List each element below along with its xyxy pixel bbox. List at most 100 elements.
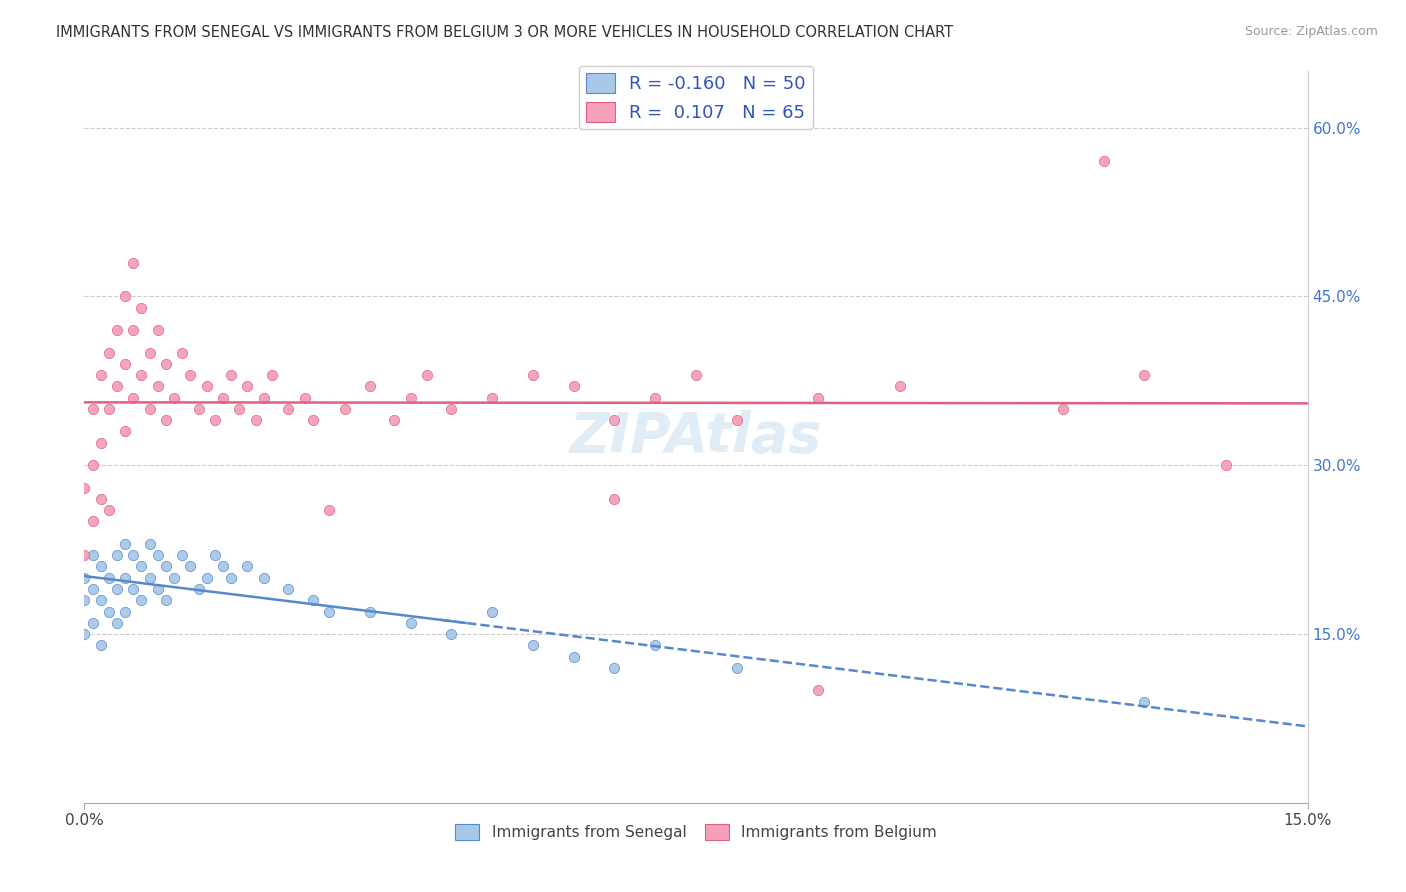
Point <box>172 345 194 359</box>
Point <box>1052 401 1074 416</box>
Point <box>114 289 136 303</box>
Point <box>1133 368 1156 383</box>
Point <box>212 391 235 405</box>
Point <box>807 391 830 405</box>
Point <box>73 571 96 585</box>
Point <box>114 357 136 371</box>
Point <box>155 559 177 574</box>
Point <box>522 368 544 383</box>
Point <box>277 401 299 416</box>
Point <box>603 661 626 675</box>
Point <box>163 391 186 405</box>
Point <box>301 413 323 427</box>
Point <box>359 605 381 619</box>
Legend: Immigrants from Senegal, Immigrants from Belgium: Immigrants from Senegal, Immigrants from… <box>449 817 943 847</box>
Point <box>318 503 340 517</box>
Point <box>90 435 112 450</box>
Point <box>294 391 316 405</box>
Point <box>253 391 276 405</box>
Point <box>301 593 323 607</box>
Point <box>236 559 259 574</box>
Point <box>725 413 748 427</box>
Point <box>146 582 169 596</box>
Point <box>122 255 145 269</box>
Point <box>1133 694 1156 708</box>
Point <box>105 379 128 393</box>
Point <box>105 582 128 596</box>
Point <box>138 537 160 551</box>
Point <box>73 627 96 641</box>
Point <box>114 425 136 439</box>
Point <box>73 481 96 495</box>
Point <box>97 571 120 585</box>
Point <box>1215 458 1237 473</box>
Point <box>82 548 104 562</box>
Point <box>179 368 201 383</box>
Point <box>440 401 463 416</box>
Point <box>90 593 112 607</box>
Point <box>122 323 145 337</box>
Point <box>82 615 104 630</box>
Point <box>105 548 128 562</box>
Point <box>725 661 748 675</box>
Point <box>179 559 201 574</box>
Point <box>82 401 104 416</box>
Point <box>195 571 218 585</box>
Point <box>122 548 145 562</box>
Point <box>212 559 235 574</box>
Point <box>481 605 503 619</box>
Point <box>318 605 340 619</box>
Point <box>399 391 422 405</box>
Point <box>131 368 153 383</box>
Point <box>399 615 422 630</box>
Point <box>644 638 666 652</box>
Point <box>90 368 112 383</box>
Point <box>219 368 242 383</box>
Point <box>73 593 96 607</box>
Point <box>138 345 160 359</box>
Point <box>481 391 503 405</box>
Point <box>97 503 120 517</box>
Point <box>245 413 267 427</box>
Point <box>114 537 136 551</box>
Point <box>253 571 276 585</box>
Point <box>90 559 112 574</box>
Point <box>122 391 145 405</box>
Point <box>204 413 226 427</box>
Point <box>114 605 136 619</box>
Point <box>382 413 405 427</box>
Point <box>131 593 153 607</box>
Text: Source: ZipAtlas.com: Source: ZipAtlas.com <box>1244 25 1378 38</box>
Point <box>187 401 209 416</box>
Point <box>155 593 177 607</box>
Point <box>131 559 153 574</box>
Point <box>359 379 381 393</box>
Point <box>204 548 226 562</box>
Point <box>260 368 283 383</box>
Point <box>335 401 357 416</box>
Point <box>82 582 104 596</box>
Point <box>522 638 544 652</box>
Point <box>97 401 120 416</box>
Point <box>146 379 169 393</box>
Point <box>228 401 250 416</box>
Point <box>889 379 911 393</box>
Point <box>146 548 169 562</box>
Point <box>440 627 463 641</box>
Point <box>97 605 120 619</box>
Point <box>1092 154 1115 169</box>
Point <box>236 379 259 393</box>
Point <box>172 548 194 562</box>
Point <box>807 683 830 698</box>
Point <box>277 582 299 596</box>
Point <box>73 548 96 562</box>
Point <box>163 571 186 585</box>
Point <box>219 571 242 585</box>
Point <box>155 413 177 427</box>
Point <box>146 323 169 337</box>
Point <box>82 515 104 529</box>
Point <box>97 345 120 359</box>
Point <box>603 413 626 427</box>
Point <box>138 571 160 585</box>
Point <box>562 649 585 664</box>
